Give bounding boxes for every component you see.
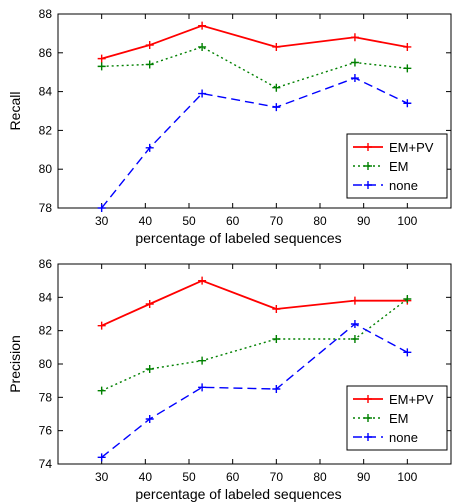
legend-label: EM+PV <box>389 140 434 155</box>
legend-marker <box>364 433 372 441</box>
data-point <box>97 453 106 462</box>
data-point <box>97 204 106 212</box>
data-point <box>97 386 106 395</box>
data-point <box>198 356 207 365</box>
x-tick-label: 100 <box>397 470 417 484</box>
x-tick-label: 60 <box>226 470 240 484</box>
legend-label: none <box>389 178 418 193</box>
data-point <box>145 41 154 50</box>
x-tick-label: 100 <box>397 214 417 228</box>
x-tick-label: 50 <box>182 214 196 228</box>
y-tick-label: 84 <box>39 85 53 99</box>
x-tick-label: 90 <box>357 214 371 228</box>
legend-marker <box>364 143 372 151</box>
data-point <box>145 143 154 152</box>
data-point <box>272 83 281 92</box>
data-point <box>97 62 106 71</box>
data-point <box>198 21 207 30</box>
legend-label: EM <box>389 159 409 174</box>
data-point <box>350 335 359 343</box>
data-point <box>350 320 359 328</box>
x-tick-label: 80 <box>313 214 327 228</box>
data-point <box>403 348 412 357</box>
data-point <box>403 42 412 51</box>
y-tick-label: 74 <box>39 457 53 471</box>
y-tick-label: 84 <box>39 290 53 304</box>
legend-label: none <box>389 430 418 445</box>
data-point <box>272 103 281 112</box>
legend-marker <box>364 414 372 422</box>
y-tick-label: 80 <box>39 357 53 371</box>
y-tick-label: 86 <box>39 46 53 60</box>
data-point <box>97 321 106 330</box>
legend-marker <box>364 395 372 403</box>
data-point <box>198 89 207 98</box>
data-point <box>350 58 359 67</box>
series-line-em-pv <box>101 279 408 327</box>
data-point <box>145 300 154 308</box>
x-axis-label: percentage of labeled sequences <box>135 230 341 246</box>
y-axis-label: Precision <box>7 335 23 393</box>
data-point <box>350 33 359 42</box>
data-point <box>272 305 281 313</box>
y-tick-label: 76 <box>39 424 53 438</box>
y-tick-label: 86 <box>39 257 53 271</box>
x-tick-label: 70 <box>270 214 284 228</box>
y-tick-label: 80 <box>39 162 53 176</box>
x-tick-label: 70 <box>270 470 284 484</box>
legend-label: EM+PV <box>389 392 434 407</box>
data-point <box>272 335 281 343</box>
legend-marker <box>364 181 372 189</box>
data-point <box>145 365 154 373</box>
series-line-none <box>101 77 408 209</box>
x-tick-label: 40 <box>139 214 153 228</box>
data-point <box>198 383 207 392</box>
series-line-em <box>101 46 408 89</box>
data-point <box>272 385 281 393</box>
data-point <box>350 74 359 83</box>
x-axis-label: percentage of labeled sequences <box>135 486 341 502</box>
x-tick-label: 30 <box>95 470 109 484</box>
data-point <box>198 42 207 51</box>
y-tick-label: 88 <box>39 7 53 21</box>
data-point <box>403 64 412 73</box>
x-tick-label: 90 <box>357 470 371 484</box>
series-line-em-pv <box>101 24 408 60</box>
y-tick-label: 82 <box>39 123 53 137</box>
data-point <box>350 296 359 305</box>
data-point <box>272 42 281 51</box>
series-line-none <box>101 323 408 458</box>
y-tick-label: 78 <box>39 390 53 404</box>
x-tick-label: 60 <box>226 214 240 228</box>
legend-marker <box>364 162 372 170</box>
x-tick-label: 40 <box>139 470 153 484</box>
x-tick-label: 30 <box>95 214 109 228</box>
y-tick-label: 78 <box>39 201 53 215</box>
x-tick-label: 80 <box>313 470 327 484</box>
data-point <box>403 295 412 303</box>
data-point <box>97 54 106 63</box>
y-tick-label: 82 <box>39 324 53 338</box>
data-point <box>403 99 412 108</box>
data-point <box>198 276 207 285</box>
data-point <box>145 415 154 423</box>
legend-label: EM <box>389 411 409 426</box>
data-point <box>145 60 154 69</box>
y-axis-label: Recall <box>7 92 23 131</box>
x-tick-label: 50 <box>182 470 196 484</box>
